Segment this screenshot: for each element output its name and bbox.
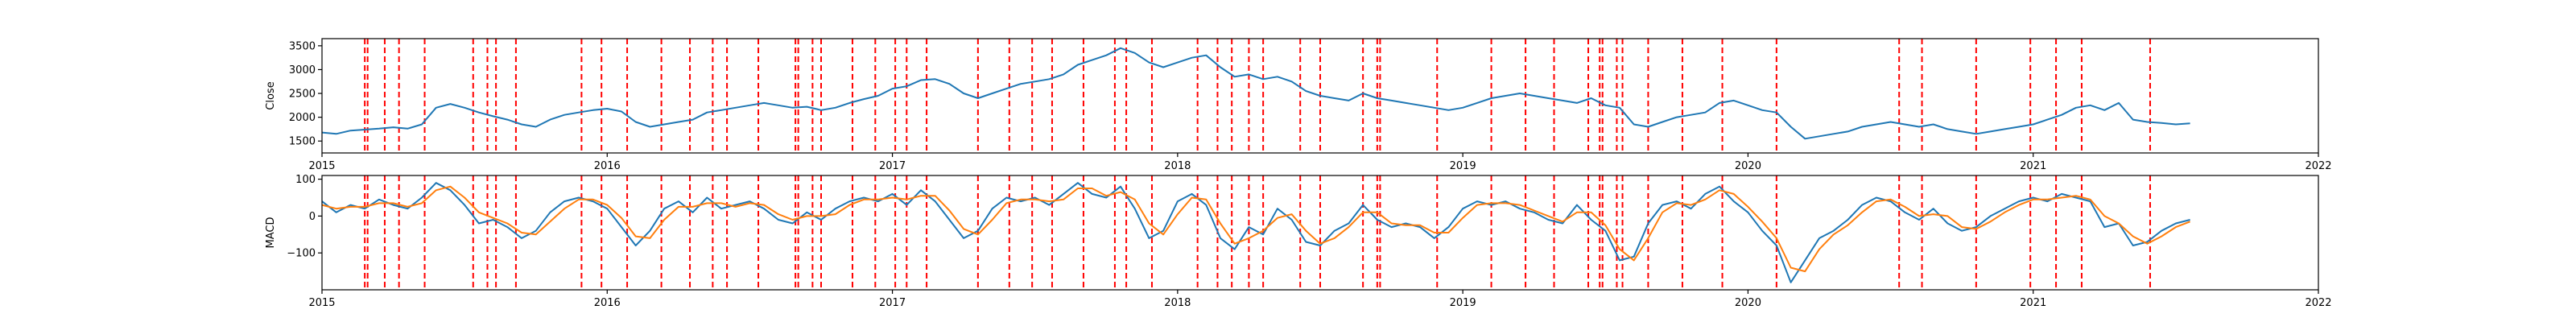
- x-tick-label: 2017: [879, 297, 906, 309]
- x-tick-label: 2015: [308, 160, 335, 172]
- y-tick-label: 2500: [289, 89, 316, 101]
- axes-frame: [321, 175, 2319, 291]
- y-axis-label: Close: [265, 81, 277, 109]
- x-tick-label: 2017: [879, 160, 906, 172]
- x-tick-label: 2016: [594, 160, 621, 172]
- x-tick-label: 2021: [2020, 297, 2046, 309]
- close-price-panel: 2015 2016 2017 2018 2019 2020 2021 2022 1500 2000…: [265, 38, 2332, 172]
- y-axis-label: MACD: [265, 217, 277, 249]
- x-tick-label: 2015: [308, 297, 335, 309]
- x-tick-label: 2020: [1735, 160, 1761, 172]
- x-tick-label: 2016: [594, 297, 621, 309]
- y-tick-label: 3000: [289, 64, 316, 76]
- y-tick-label: 2000: [289, 112, 316, 124]
- macd-panel: 2015 2016 2017 2018 2019 2020 2021 2022 100 0 −100…: [265, 174, 2332, 309]
- x-tick-label: 2022: [2305, 297, 2331, 309]
- x-tick-label: 2018: [1164, 297, 1191, 309]
- x-tick-label: 2021: [2020, 160, 2046, 172]
- series-line-1: [321, 182, 2190, 283]
- series-line-2: [321, 185, 2190, 273]
- x-tick-label: 2020: [1735, 297, 1761, 309]
- y-tick-label: 3500: [289, 40, 316, 52]
- series-line-1: [321, 47, 2190, 140]
- y-tick-label: 0: [309, 211, 316, 223]
- x-tick-label: 2022: [2305, 160, 2331, 172]
- y-tick-label: 1500: [289, 136, 316, 148]
- x-tick-label: 2018: [1164, 160, 1191, 172]
- axes-frame: [321, 38, 2319, 154]
- y-tick-label: −100: [287, 248, 316, 260]
- y-tick-label: 100: [295, 174, 316, 186]
- x-tick-label: 2019: [1450, 297, 1476, 309]
- x-tick-label: 2019: [1450, 160, 1476, 172]
